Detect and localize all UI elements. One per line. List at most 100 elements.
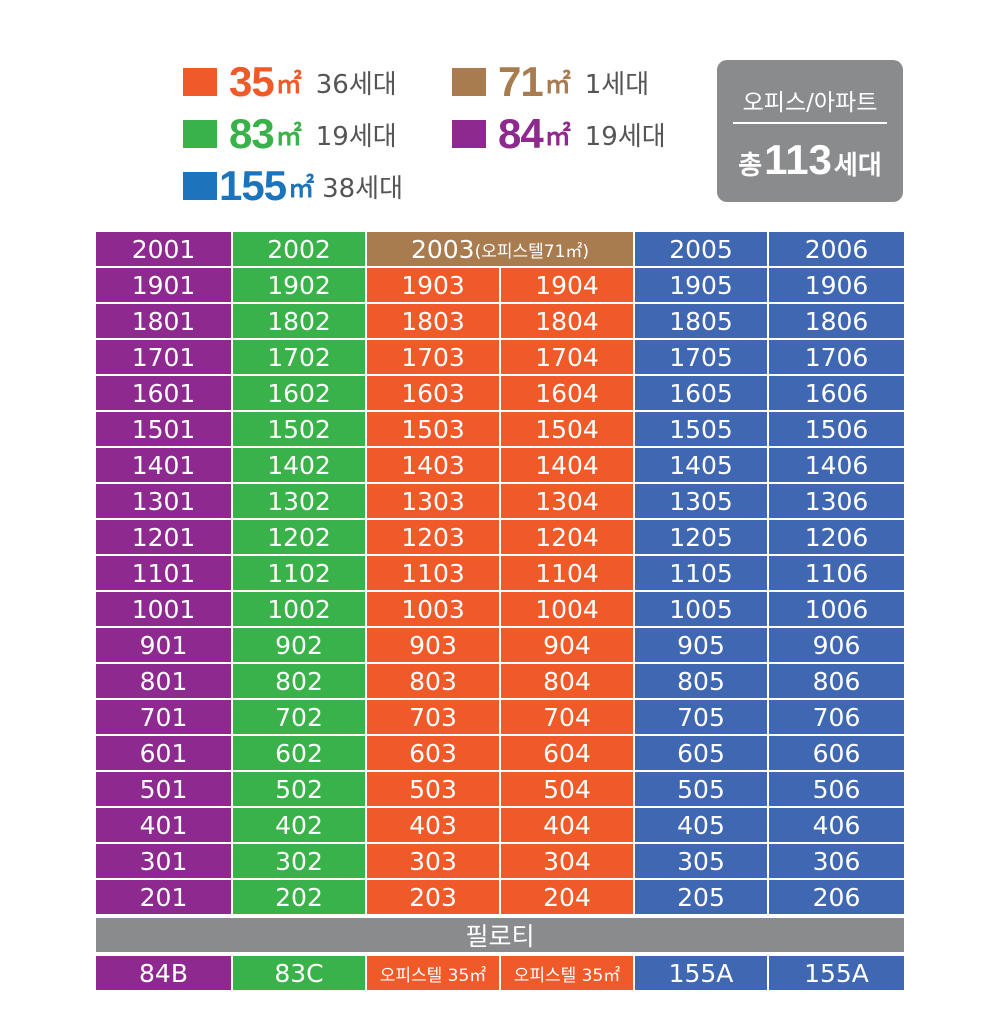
unit-cell-1301: 1301 bbox=[96, 484, 231, 518]
legend-count-71: 1세대 bbox=[584, 69, 650, 100]
unit-cell-1402: 1402 bbox=[233, 448, 365, 482]
unit-cell-1502: 1502 bbox=[233, 412, 365, 446]
unit-cell-1501: 1501 bbox=[96, 412, 231, 446]
unit-cell-302: 302 bbox=[233, 844, 365, 878]
legend-count-83: 19세대 bbox=[315, 121, 397, 152]
unit-cell-304: 304 bbox=[501, 844, 633, 878]
unit-cell-306: 306 bbox=[769, 844, 904, 878]
unit-cell-1001: 1001 bbox=[96, 592, 231, 626]
unit-cell-1102: 1102 bbox=[233, 556, 365, 590]
legend-count-84: 19세대 bbox=[584, 121, 666, 152]
unit-cell-1904: 1904 bbox=[501, 268, 633, 302]
unit-cell-605: 605 bbox=[635, 736, 767, 770]
unit-cell-1101: 1101 bbox=[96, 556, 231, 590]
legend-area-84: 84 bbox=[498, 110, 544, 157]
unit-cell-505: 505 bbox=[635, 772, 767, 806]
unit-cell-1406: 1406 bbox=[769, 448, 904, 482]
unit-cell-201: 201 bbox=[96, 880, 231, 914]
unit-cell-1305: 1305 bbox=[635, 484, 767, 518]
unit-cell-1003: 1003 bbox=[367, 592, 499, 626]
summary-total: 총 113 세대 bbox=[717, 136, 903, 184]
unit-cell-1606: 1606 bbox=[769, 376, 904, 410]
unit-cell-1204: 1204 bbox=[501, 520, 633, 554]
unit-cell-1005: 1005 bbox=[635, 592, 767, 626]
unit-cell-504: 504 bbox=[501, 772, 633, 806]
unit-cell-1805: 1805 bbox=[635, 304, 767, 338]
summary-total-suffix: 세대 bbox=[833, 151, 882, 181]
unit-cell-506: 506 bbox=[769, 772, 904, 806]
type-cell-83c: 83C bbox=[233, 956, 365, 990]
unit-cell-1202: 1202 bbox=[233, 520, 365, 554]
legend-83: 83 ㎡ 19세대 bbox=[183, 110, 397, 158]
unit-cell-903: 903 bbox=[367, 628, 499, 662]
unit-cell-2005: 2005 bbox=[635, 232, 767, 266]
unit-cell-1006: 1006 bbox=[769, 592, 904, 626]
legend-155: 155 ㎡ 38세대 bbox=[183, 162, 403, 210]
unit-cell-1804: 1804 bbox=[501, 304, 633, 338]
unit-cell-706: 706 bbox=[769, 700, 904, 734]
unit-cell-1405: 1405 bbox=[635, 448, 767, 482]
legend-unit-71: ㎡ bbox=[544, 69, 571, 100]
legend-unit-155: ㎡ bbox=[288, 173, 315, 204]
unit-cell-1705: 1705 bbox=[635, 340, 767, 374]
unit-cell-1205: 1205 bbox=[635, 520, 767, 554]
unit-cell-1206: 1206 bbox=[769, 520, 904, 554]
unit-cell-1203: 1203 bbox=[367, 520, 499, 554]
unit-cell-1903: 1903 bbox=[367, 268, 499, 302]
unit-cell-1602: 1602 bbox=[233, 376, 365, 410]
legend-unit-83: ㎡ bbox=[275, 121, 302, 152]
unit-cell-1603: 1603 bbox=[367, 376, 499, 410]
type-cell-84b: 84B bbox=[96, 956, 231, 990]
unit-cell-1105: 1105 bbox=[635, 556, 767, 590]
legend-count-155: 38세대 bbox=[322, 173, 404, 204]
summary-total-prefix: 총 bbox=[738, 151, 763, 181]
unit-cell-606: 606 bbox=[769, 736, 904, 770]
unit-cell-1802: 1802 bbox=[233, 304, 365, 338]
unit-cell-305: 305 bbox=[635, 844, 767, 878]
swatch-35 bbox=[183, 68, 217, 96]
unit-cell-801: 801 bbox=[96, 664, 231, 698]
unit-cell-1004: 1004 bbox=[501, 592, 633, 626]
swatch-71 bbox=[452, 68, 486, 96]
unit-cell-905: 905 bbox=[635, 628, 767, 662]
unit-cell-603: 603 bbox=[367, 736, 499, 770]
swatch-155 bbox=[183, 172, 217, 200]
unit-cell-405: 405 bbox=[635, 808, 767, 842]
unit-cell-1403: 1403 bbox=[367, 448, 499, 482]
unit-cell-1905: 1905 bbox=[635, 268, 767, 302]
legend-area-155: 155 bbox=[219, 162, 287, 209]
unit-cell-303: 303 bbox=[367, 844, 499, 878]
unit-cell-901: 901 bbox=[96, 628, 231, 662]
type-cell-officetel-35-a: 오피스텔 35㎡ bbox=[367, 956, 499, 990]
unit-cell-1302: 1302 bbox=[233, 484, 365, 518]
legend-unit-84: ㎡ bbox=[544, 121, 571, 152]
unit-cell-206: 206 bbox=[769, 880, 904, 914]
unit-cell-1002: 1002 bbox=[233, 592, 365, 626]
swatch-83 bbox=[183, 120, 217, 148]
unit-cell-2006: 2006 bbox=[769, 232, 904, 266]
legend-35: 35 ㎡ 36세대 bbox=[183, 58, 397, 106]
unit-cell-1702: 1702 bbox=[233, 340, 365, 374]
unit-grid: 2001 2002 2003 (오피스텔71㎡) 2005 2006 1901 19… bbox=[96, 232, 904, 994]
unit-cell-204: 204 bbox=[501, 880, 633, 914]
unit-cell-701: 701 bbox=[96, 700, 231, 734]
unit-cell-2003: 2003 (오피스텔71㎡) bbox=[367, 232, 633, 266]
unit-cell-1706: 1706 bbox=[769, 340, 904, 374]
legend-area-35: 35 bbox=[229, 58, 275, 105]
unit-cell-1306: 1306 bbox=[769, 484, 904, 518]
summary-box: 오피스/아파트 총 113 세대 bbox=[717, 60, 903, 202]
summary-title: 오피스/아파트 bbox=[742, 90, 878, 116]
unit-cell-1404: 1404 bbox=[501, 448, 633, 482]
unit-cell-803: 803 bbox=[367, 664, 499, 698]
unit-cell-702: 702 bbox=[233, 700, 365, 734]
unit-cell-1801: 1801 bbox=[96, 304, 231, 338]
unit-2003-note: (오피스텔71㎡) bbox=[474, 241, 590, 262]
type-cell-155a-a: 155A bbox=[635, 956, 767, 990]
unit-cell-502: 502 bbox=[233, 772, 365, 806]
type-cell-155a-b: 155A bbox=[769, 956, 904, 990]
unit-cell-404: 404 bbox=[501, 808, 633, 842]
unit-cell-503: 503 bbox=[367, 772, 499, 806]
unit-cell-1703: 1703 bbox=[367, 340, 499, 374]
unit-cell-806: 806 bbox=[769, 664, 904, 698]
unit-cell-1504: 1504 bbox=[501, 412, 633, 446]
